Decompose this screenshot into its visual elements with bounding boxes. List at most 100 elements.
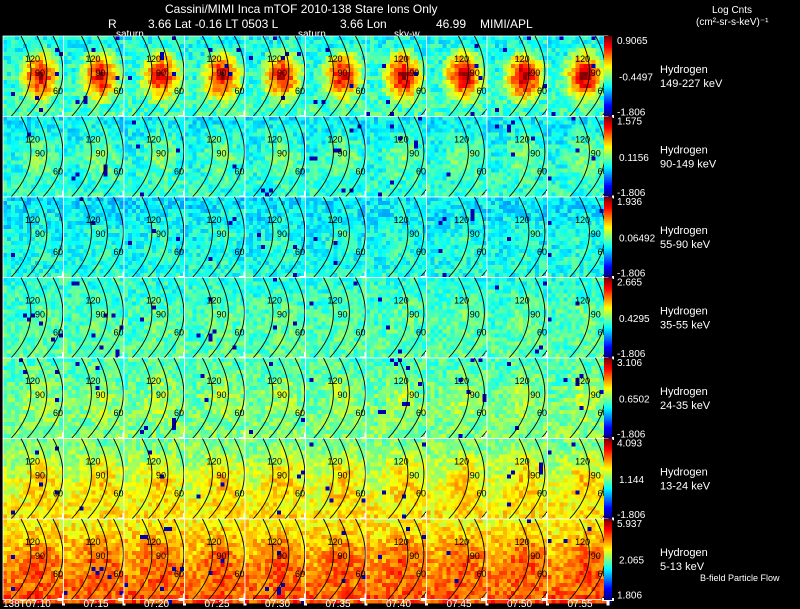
heatmap-cell [168, 72, 173, 77]
heatmap-cell [47, 44, 52, 49]
heatmap-cell [285, 96, 290, 101]
heatmap-cell [128, 92, 133, 97]
heatmap-cell [136, 60, 141, 65]
heatmap-cell [168, 64, 173, 69]
heatmap-cell [124, 56, 129, 61]
heatmap-cell [27, 40, 32, 45]
heatmap-cell [11, 64, 16, 69]
heatmap-cell [108, 112, 113, 117]
heatmap-cell [221, 84, 226, 89]
heatmap-cell [31, 36, 36, 41]
heatmap-cell [172, 52, 177, 57]
heatmap-cell [108, 88, 113, 93]
heatmap-cell [261, 48, 266, 53]
heatmap-cell [124, 108, 129, 113]
heatmap-cell [31, 84, 36, 89]
heatmap-cell [116, 68, 121, 73]
heatmap-cell [265, 68, 270, 73]
heatmap-cell [68, 44, 73, 49]
heatmap-cell [80, 112, 85, 117]
contour-label: 120 [207, 54, 222, 64]
heatmap-cell [156, 48, 161, 53]
heatmap-cell [209, 100, 214, 105]
heatmap-cell [257, 80, 262, 85]
heatmap-cell [176, 108, 181, 113]
heatmap-cell [249, 64, 254, 69]
heatmap-cell [11, 76, 16, 81]
heatmap-cell [273, 112, 278, 117]
heatmap-cell [289, 48, 294, 53]
heatmap-cell [15, 80, 20, 85]
heatmap-cell [197, 68, 202, 73]
heatmap-cell [160, 84, 165, 89]
heatmap-cell [217, 108, 222, 113]
heatmap-cell [185, 92, 190, 97]
heatmap-cell [84, 108, 89, 113]
heatmap-cell [189, 112, 194, 117]
heatmap-cell [27, 36, 32, 41]
heatmap-cell [152, 44, 157, 49]
heatmap-cell [197, 48, 202, 53]
heatmap-cell [72, 68, 77, 73]
heatmap-cell [132, 80, 137, 85]
heatmap-cell [132, 56, 137, 61]
heatmap-cell [35, 84, 40, 89]
heatmap-cell [205, 64, 210, 69]
heatmap-cell [297, 36, 302, 41]
heatmap-cell [249, 96, 254, 101]
heatmap-cell [261, 92, 266, 97]
heatmap-cell [116, 36, 121, 41]
heatmap-cell [293, 72, 298, 77]
heatmap-cell [164, 40, 169, 45]
heatmap-cell [76, 88, 81, 93]
heatmap-cell [116, 56, 121, 61]
heatmap-cell [289, 40, 294, 45]
heatmap-cell [39, 104, 44, 109]
heatmap-cell [64, 40, 69, 45]
heatmap-cell [289, 52, 294, 57]
heatmap-cell [201, 84, 206, 89]
heatmap-cell [124, 60, 129, 65]
heatmap-cell [189, 88, 194, 93]
heatmap-cell [64, 96, 69, 101]
heatmap-cell [293, 56, 298, 61]
heatmap-cell [152, 92, 157, 97]
heatmap-cell [27, 44, 32, 49]
heatmap-cell [55, 68, 60, 73]
heatmap-cell [124, 80, 129, 85]
heatmap-cell [144, 104, 149, 109]
heatmap-cell [92, 36, 97, 41]
heatmap-cell [84, 80, 89, 85]
heatmap-cell [176, 104, 181, 109]
heatmap-cell [249, 60, 254, 65]
heatmap-cell [233, 52, 238, 57]
heatmap-cell [160, 104, 165, 109]
heatmap-cell [273, 44, 278, 49]
heatmap-cell [245, 76, 250, 81]
heatmap-cell [112, 80, 117, 85]
heatmap-cell [285, 36, 290, 41]
heatmap-cell [261, 80, 266, 85]
heatmap-cell [164, 44, 169, 49]
heatmap-cell [76, 72, 81, 77]
heatmap-cell [128, 104, 133, 109]
heatmap-cell [92, 88, 97, 93]
heatmap-cell [185, 56, 190, 61]
heatmap-cell [249, 56, 254, 61]
heatmap-cell [96, 112, 101, 117]
heatmap-cell [269, 40, 274, 45]
heatmap-cell [209, 36, 214, 41]
heatmap-cell [92, 96, 97, 101]
heatmap-cell [297, 100, 302, 105]
heatmap-cell [96, 92, 101, 97]
heatmap-cell [68, 56, 73, 61]
heatmap-cell [112, 44, 117, 49]
heatmap-cell [152, 96, 157, 101]
heatmap-cell [156, 96, 161, 101]
heatmap-cell [15, 48, 20, 53]
heatmap-cell [281, 80, 286, 85]
heatmap-cell [176, 52, 181, 57]
contour-label: 60 [53, 86, 63, 96]
heatmap-cell [59, 40, 64, 45]
heatmap-cell [144, 68, 149, 73]
